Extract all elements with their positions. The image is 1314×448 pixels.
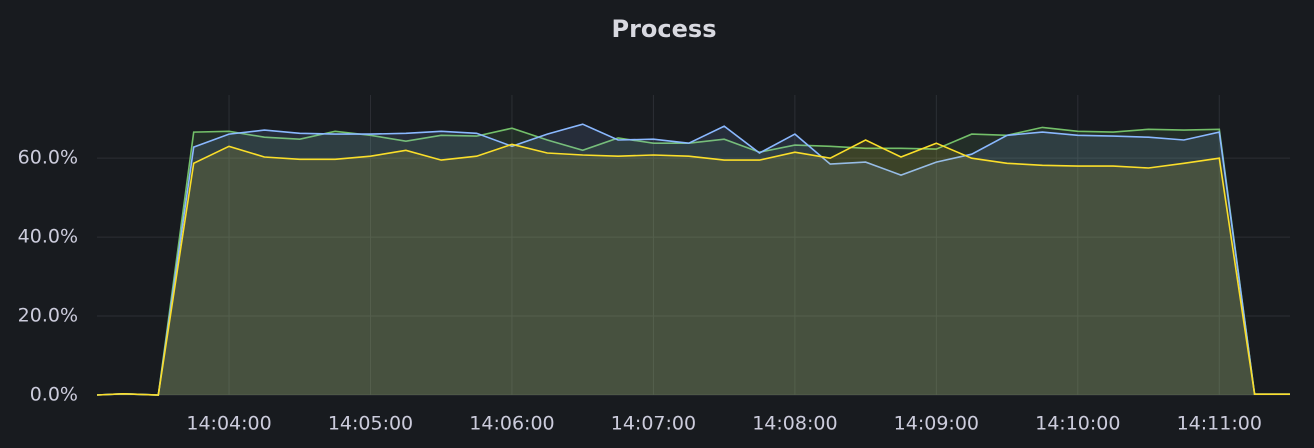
y-tick-label: 60.0% [18, 147, 78, 169]
y-tick-label: 20.0% [18, 305, 78, 327]
series-area [97, 127, 1290, 396]
x-tick-label: 14:10:00 [1035, 413, 1120, 435]
x-tick-label: 14:11:00 [1177, 413, 1262, 435]
x-tick-label: 14:06:00 [469, 413, 554, 435]
x-tick-label: 14:08:00 [752, 413, 837, 435]
x-tick-label: 14:05:00 [328, 413, 413, 435]
series-line [96, 139, 1290, 396]
series-line [96, 123, 1290, 396]
x-tick-label: 14:07:00 [611, 413, 696, 435]
series-area [97, 124, 1290, 395]
chart-title: Process [612, 15, 717, 43]
y-tick-label: 40.0% [18, 226, 78, 248]
x-tick-label: 14:09:00 [894, 413, 979, 435]
y-tick-label: 0.0% [30, 384, 78, 406]
x-tick-label: 14:04:00 [186, 413, 271, 435]
series-area [97, 140, 1290, 395]
